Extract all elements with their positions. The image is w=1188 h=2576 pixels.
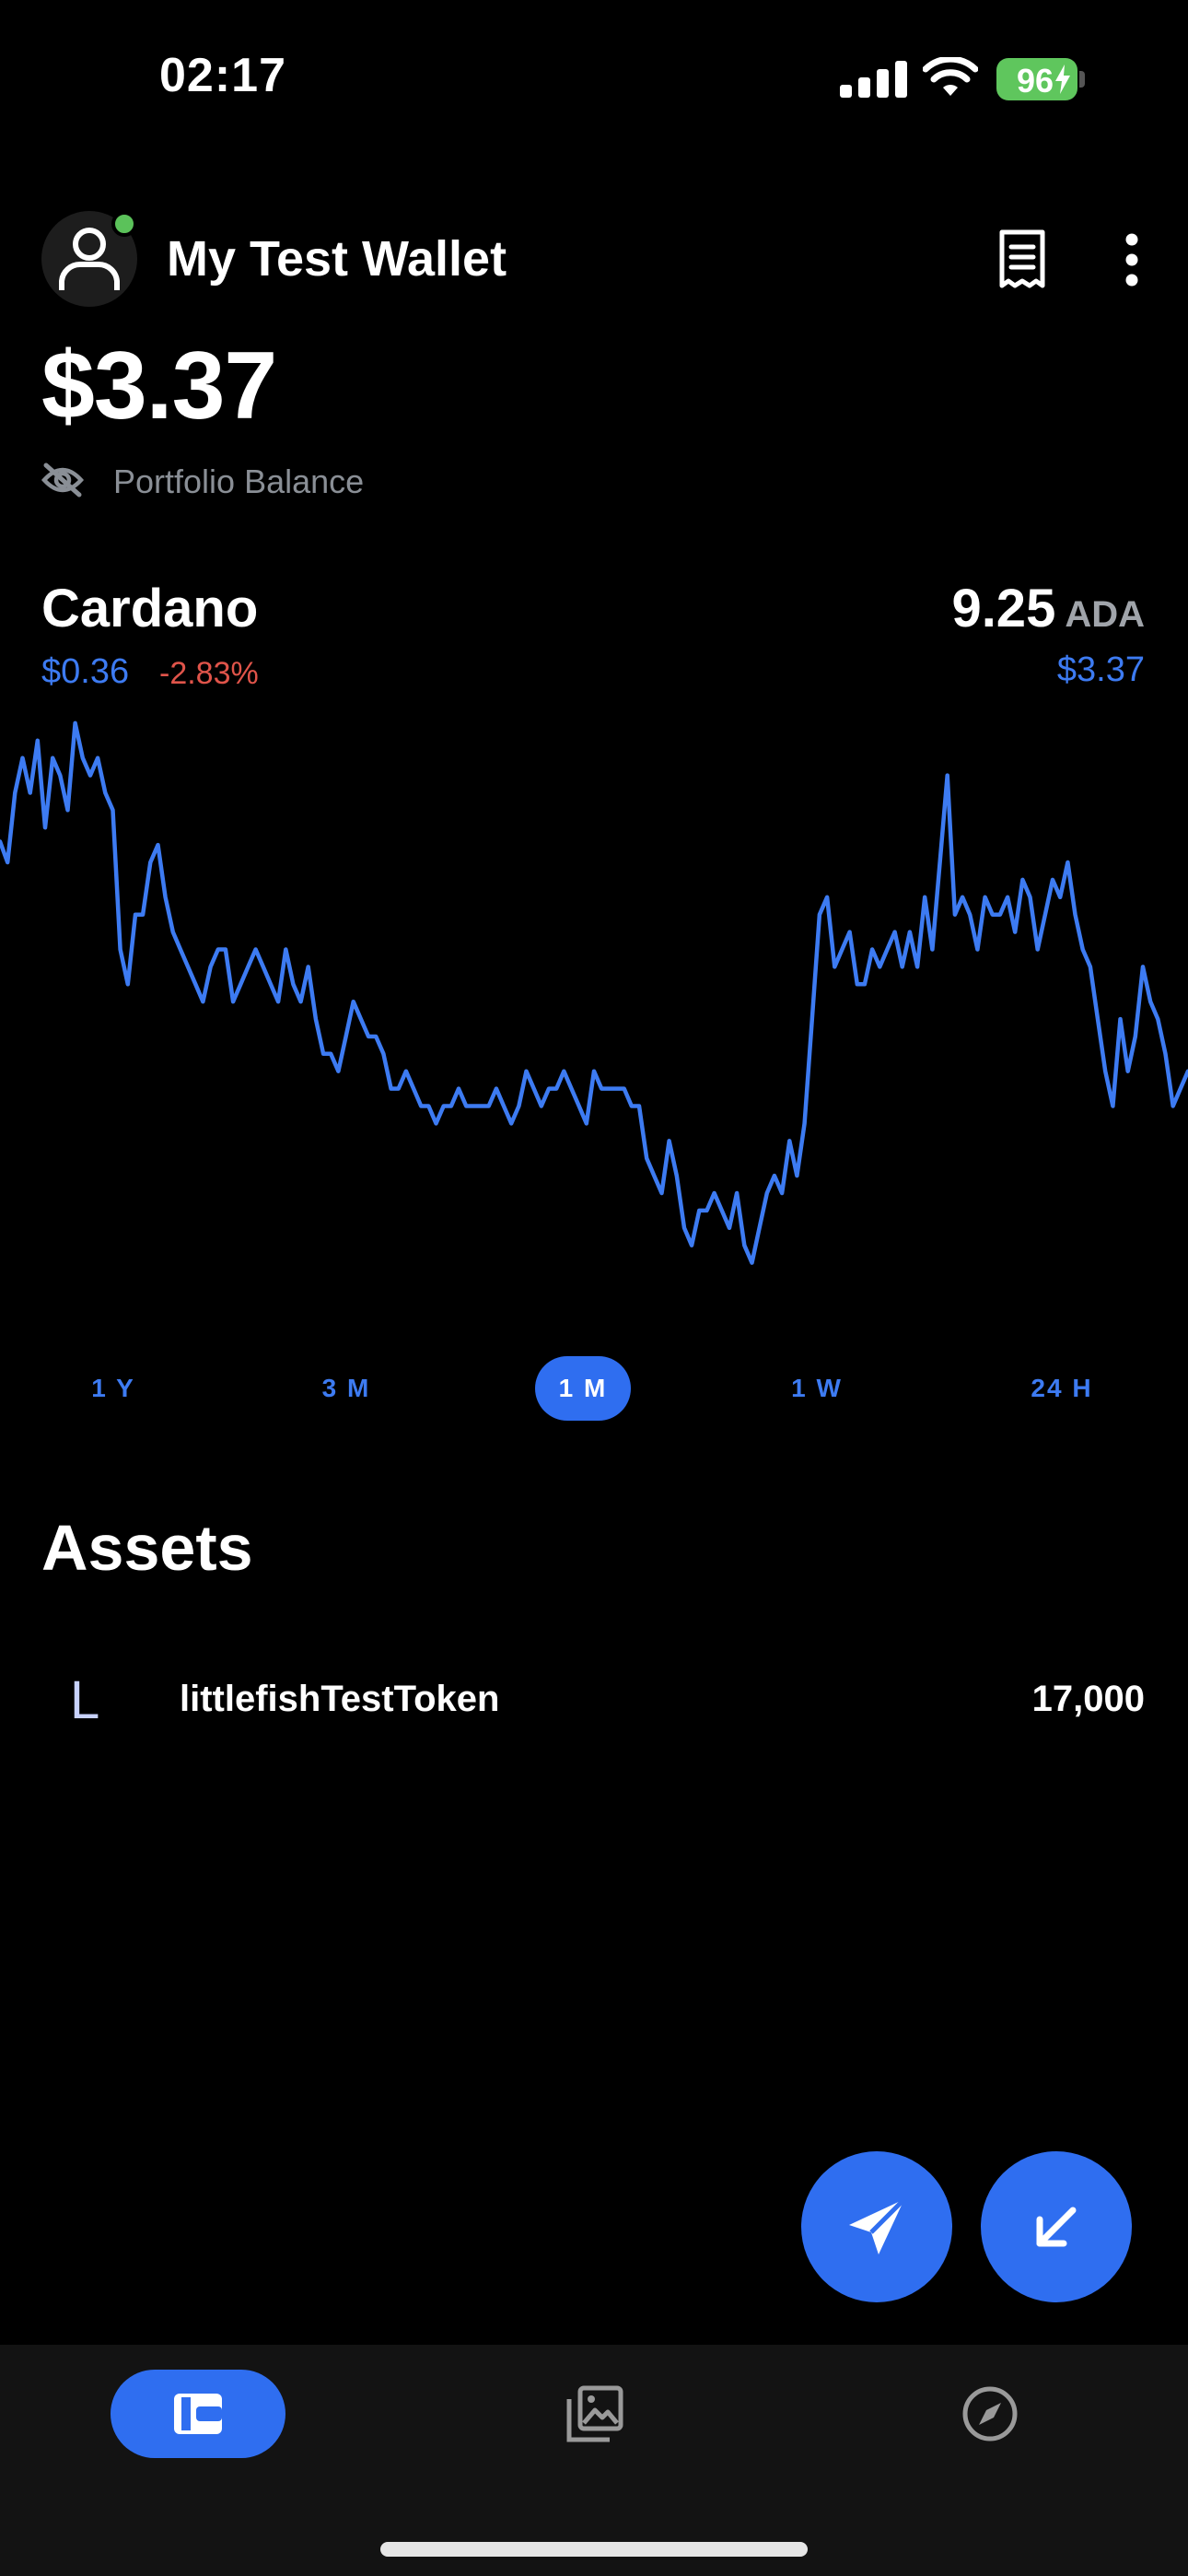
tab-wallet[interactable] xyxy=(111,2370,285,2458)
send-button[interactable] xyxy=(801,2151,952,2302)
tab-explore[interactable] xyxy=(953,2370,1027,2458)
receive-button[interactable] xyxy=(981,2151,1132,2302)
coin-amount: 9.25 xyxy=(951,579,1056,638)
tab-nft-gallery[interactable] xyxy=(558,2370,632,2458)
wallet-icon xyxy=(174,2394,222,2434)
coin-symbol: ADA xyxy=(1065,594,1145,635)
wifi-icon xyxy=(922,55,979,102)
timeframe-1w[interactable]: 1 W xyxy=(791,1374,843,1402)
more-vertical-icon[interactable] xyxy=(1119,232,1145,292)
asset-initial: L xyxy=(70,1670,100,1730)
coin-value: $3.37 xyxy=(1056,650,1145,689)
timeframe-24h[interactable]: 24 H xyxy=(1031,1374,1093,1402)
asset-amount: 17,000 xyxy=(1031,1679,1145,1719)
coin-price: $0.36 xyxy=(41,652,130,691)
timeframe-1y[interactable]: 1 Y xyxy=(91,1374,135,1402)
status-time: 02:17 xyxy=(159,49,286,102)
coin-change: -2.83% xyxy=(159,656,259,691)
price-chart[interactable] xyxy=(0,719,1188,1290)
wallet-name[interactable]: My Test Wallet xyxy=(167,231,507,287)
balance-label: Portfolio Balance xyxy=(113,463,365,500)
eye-off-icon[interactable] xyxy=(41,461,85,504)
charging-bolt-icon xyxy=(1054,64,1072,99)
receipt-icon[interactable] xyxy=(996,228,1048,294)
portfolio-balance: $3.37 xyxy=(41,333,277,439)
timeframe-1m[interactable]: 1 M xyxy=(535,1356,631,1421)
assets-title: Assets xyxy=(41,1512,253,1584)
online-status-dot xyxy=(111,211,137,237)
price-line xyxy=(0,720,1188,1265)
home-indicator xyxy=(380,2542,808,2557)
timeframe-3m[interactable]: 3 M xyxy=(321,1374,371,1402)
coin-name: Cardano xyxy=(41,579,259,638)
user-icon xyxy=(59,228,120,290)
cellular-signal-icon xyxy=(840,61,910,102)
gallery-icon xyxy=(566,2385,623,2442)
send-icon xyxy=(849,2197,906,2254)
compass-icon xyxy=(962,2386,1018,2441)
battery-indicator: 96 xyxy=(996,58,1077,100)
asset-name[interactable]: littlefishTestToken xyxy=(180,1679,500,1719)
battery-level: 96 xyxy=(1016,62,1054,100)
coin-holding: 9.25 ADA xyxy=(951,578,1145,639)
battery-nub xyxy=(1079,71,1085,88)
receive-icon xyxy=(1036,2207,1077,2247)
